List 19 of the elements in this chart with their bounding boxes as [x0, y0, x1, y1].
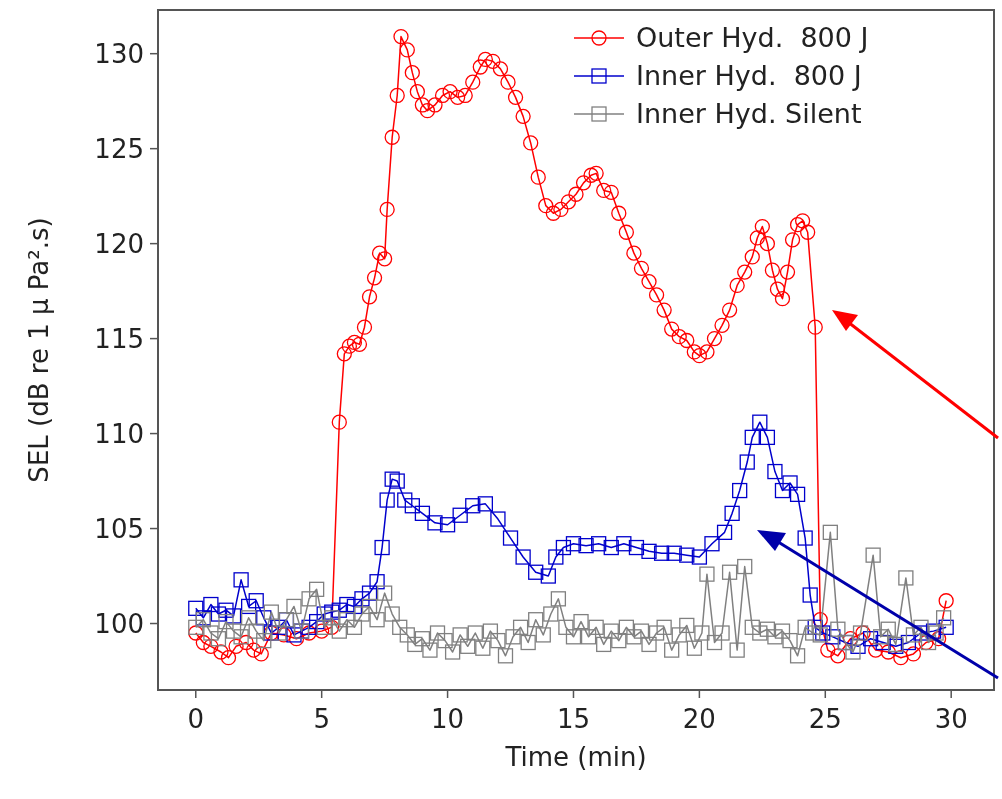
y-tick-label: 120: [94, 228, 144, 259]
x-tick-label: 20: [682, 704, 716, 734]
legend-label: Inner Hyd. 800 J: [636, 60, 862, 91]
y-tick-label: 115: [94, 323, 144, 354]
y-tick-label: 130: [94, 38, 144, 69]
legend-label: Outer Hyd. 800 J: [636, 22, 869, 53]
y-tick-label: 125: [94, 133, 144, 164]
x-axis-title: Time (min): [504, 742, 647, 772]
y-tick-label: 110: [94, 418, 144, 449]
x-tick-label: 25: [808, 704, 842, 734]
x-tick-label: 5: [313, 704, 330, 734]
x-tick-label: 10: [431, 704, 465, 734]
y-axis-title: SEL (dB re 1 µ Pa².s): [24, 217, 54, 483]
x-tick-label: 0: [187, 704, 205, 734]
legend-label: Inner Hyd. Silent: [636, 98, 862, 129]
y-tick-label: 105: [94, 513, 144, 544]
x-tick-label: 15: [556, 704, 591, 734]
y-tick-label: 100: [94, 608, 144, 639]
x-tick-label: 30: [934, 704, 968, 734]
